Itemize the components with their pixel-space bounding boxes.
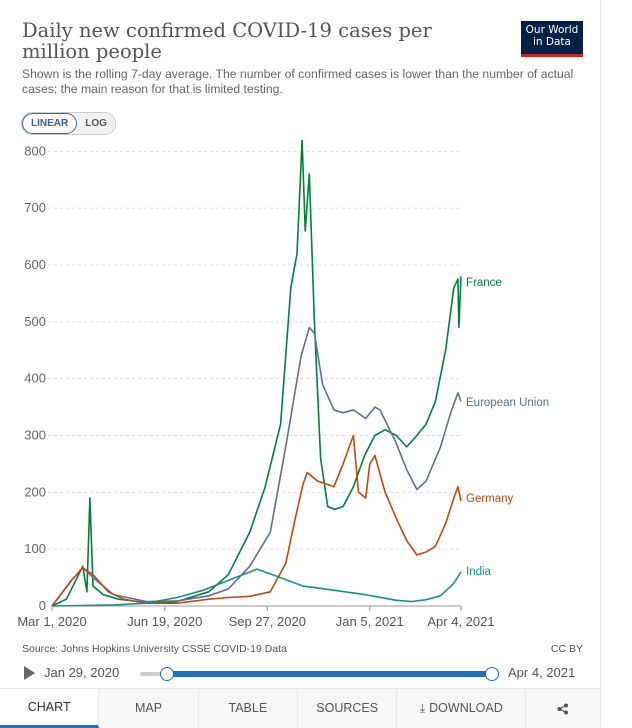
y-tick-label: 400	[24, 371, 46, 386]
timeline-end-date: Apr 4, 2021	[508, 665, 576, 680]
tab-map[interactable]: MAP	[99, 689, 199, 728]
logo-line-2: in Data	[533, 36, 571, 48]
y-tick-label: 500	[24, 314, 46, 329]
series-line-european-union	[51, 326, 462, 607]
x-tick-label: Jan 5, 2021	[336, 614, 404, 629]
series-label-france: France	[466, 277, 502, 289]
download-icon: ⤓	[419, 701, 426, 715]
chart-frame: Daily new confirmed COVID-19 cases per m…	[0, 0, 601, 728]
y-tick-label: 300	[24, 428, 46, 443]
log-scale-button[interactable]: LOG	[77, 113, 115, 134]
scale-toggle[interactable]: LINEAR LOG	[21, 112, 116, 135]
y-tick-label: 600	[24, 257, 46, 272]
play-icon[interactable]	[24, 666, 35, 680]
logo-underline	[521, 54, 583, 57]
tab-table[interactable]: TABLE	[199, 689, 299, 728]
series-label-india: India	[466, 566, 492, 578]
series-line-india	[51, 568, 462, 607]
series-label-european-union: European Union	[466, 397, 549, 409]
y-tick-label: 200	[24, 484, 46, 499]
linear-scale-button[interactable]: LINEAR	[22, 113, 78, 134]
x-tick-label: Sep 27, 2020	[229, 614, 306, 629]
series-line-france	[51, 140, 462, 607]
tab-download-label: DOWNLOAD	[429, 701, 503, 715]
source-note[interactable]: Source: Johns Hopkins University CSSE CO…	[22, 643, 287, 655]
y-tick-label: 800	[24, 143, 46, 158]
share-icon	[557, 703, 569, 715]
y-tick-label: 100	[24, 541, 46, 556]
tab-chart[interactable]: CHART	[0, 689, 100, 728]
timeline-start-handle[interactable]	[160, 667, 174, 681]
x-tick-label: Mar 1, 2020	[17, 614, 86, 629]
tab-download[interactable]: ⤓ DOWNLOAD	[397, 689, 527, 728]
license-note[interactable]: CC BY	[550, 643, 583, 655]
line-chart[interactable]: 0 100 200 300 400 500 600 700 800 Mar 1, 2020 Jun …	[0, 140, 600, 635]
y-tick-label: 700	[24, 200, 46, 215]
timeline-end-handle[interactable]	[485, 667, 499, 681]
tab-sources[interactable]: SOURCES	[298, 689, 398, 728]
x-tick-label: Apr 4, 2021	[427, 614, 494, 629]
timeline-selected-range[interactable]	[167, 671, 492, 677]
logo-line-1: Our World	[525, 24, 579, 36]
owid-logo[interactable]: Our World in Data	[521, 21, 583, 57]
share-button[interactable]	[526, 689, 600, 728]
y-tick-label: 0	[39, 598, 46, 613]
x-tick-label: Jun 19, 2020	[127, 614, 202, 629]
view-tabs: CHART MAP TABLE SOURCES ⤓ DOWNLOAD	[0, 688, 600, 728]
series-line-germany	[51, 434, 462, 607]
timeline-start-date: Jan 29, 2020	[44, 665, 120, 680]
chart-subtitle: Shown is the rolling 7-day average. The …	[22, 67, 574, 96]
series-label-germany: Germany	[466, 493, 514, 505]
chart-title: Daily new confirmed COVID-19 cases per m…	[22, 19, 432, 63]
